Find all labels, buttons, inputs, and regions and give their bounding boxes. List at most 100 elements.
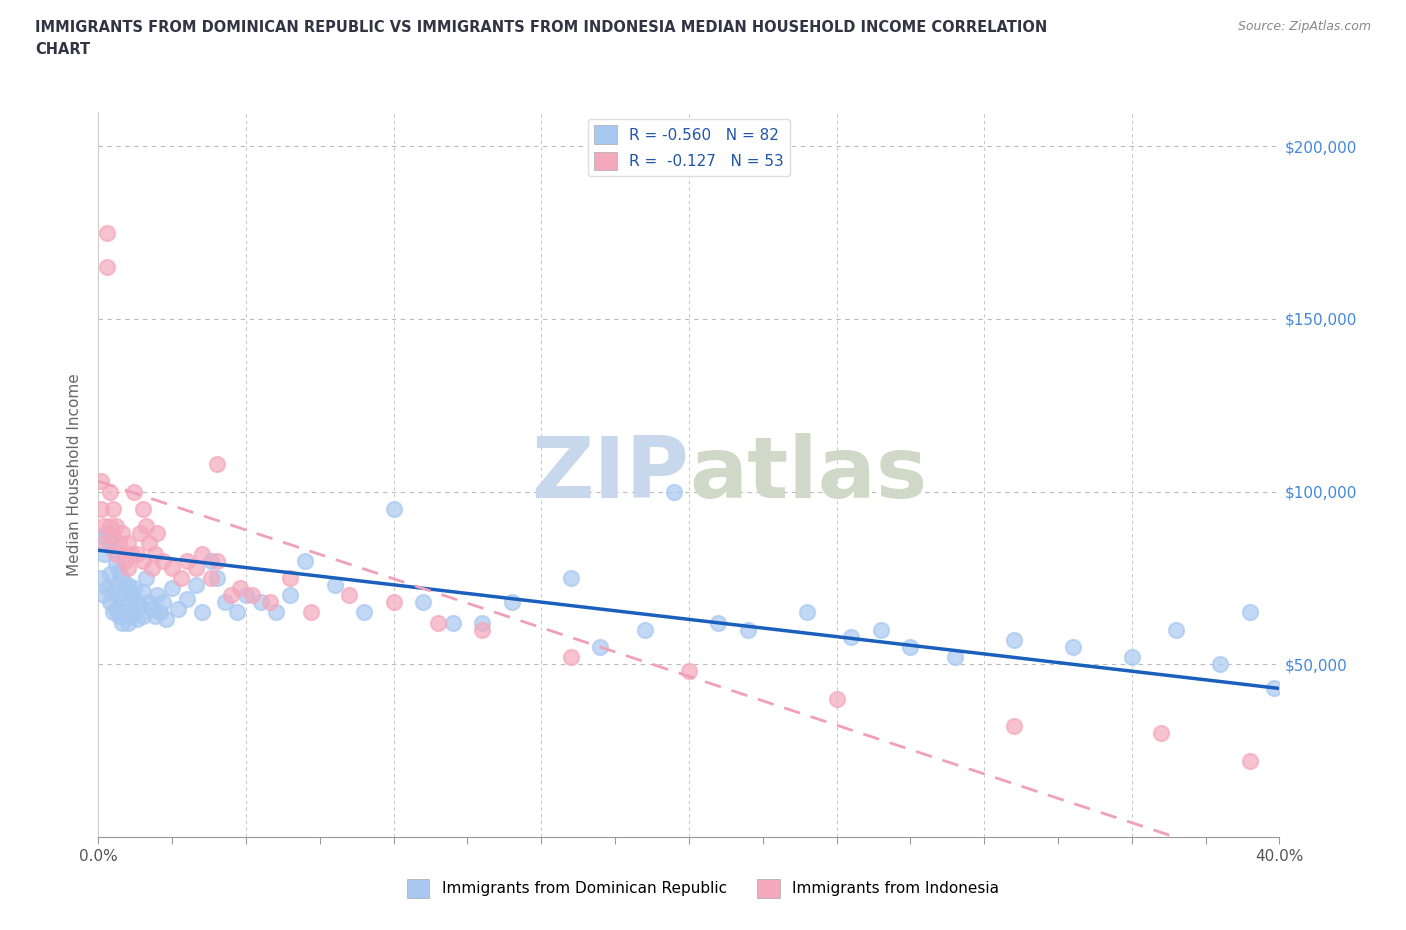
Point: [96, 259, 118, 274]
Point: [678, 664, 700, 679]
Point: [339, 588, 361, 603]
Point: [900, 640, 922, 655]
Point: [560, 570, 582, 585]
Point: [323, 578, 346, 592]
Point: [111, 591, 134, 606]
Point: [117, 594, 139, 609]
Point: [280, 570, 302, 585]
Point: [108, 608, 131, 623]
Point: [128, 598, 150, 613]
Point: [382, 594, 405, 609]
Point: [1239, 605, 1261, 620]
Point: [98, 536, 121, 551]
Point: [93, 536, 115, 551]
Point: [90, 529, 112, 544]
Point: [943, 650, 966, 665]
Point: [427, 616, 450, 631]
Point: [155, 612, 177, 627]
Point: [200, 570, 222, 585]
Point: [125, 612, 148, 627]
Point: [205, 553, 228, 568]
Point: [176, 591, 198, 606]
Point: [141, 602, 163, 617]
Point: [796, 605, 818, 620]
Point: [143, 546, 166, 561]
Point: [162, 560, 183, 575]
Point: [353, 605, 375, 620]
Point: [1239, 753, 1261, 768]
Point: [200, 553, 222, 568]
Point: [259, 594, 281, 609]
Point: [143, 608, 166, 623]
Text: IMMIGRANTS FROM DOMINICAN REPUBLIC VS IMMIGRANTS FROM INDONESIA MEDIAN HOUSEHOLD: IMMIGRANTS FROM DOMINICAN REPUBLIC VS IM…: [35, 20, 1047, 35]
Point: [149, 605, 172, 620]
Point: [125, 594, 148, 609]
Point: [122, 581, 145, 596]
Point: [103, 529, 125, 544]
Point: [167, 602, 190, 617]
Point: [235, 588, 257, 603]
Point: [229, 581, 252, 596]
Point: [1002, 719, 1025, 734]
Point: [294, 553, 316, 568]
Point: [120, 588, 142, 603]
Point: [412, 594, 434, 609]
Point: [138, 594, 160, 609]
Point: [737, 622, 759, 637]
Text: ZIP: ZIP: [531, 432, 689, 516]
Point: [103, 584, 125, 599]
Point: [98, 519, 121, 534]
Point: [108, 564, 131, 578]
Point: [111, 616, 134, 631]
Point: [90, 570, 112, 585]
Point: [589, 640, 612, 655]
Point: [280, 588, 302, 603]
Point: [108, 588, 131, 603]
Point: [170, 570, 193, 585]
Point: [870, 622, 893, 637]
Point: [111, 570, 134, 585]
Point: [841, 630, 863, 644]
Point: [205, 457, 228, 472]
Point: [105, 578, 128, 592]
Point: [152, 594, 174, 609]
Point: [146, 525, 169, 540]
Point: [132, 608, 155, 623]
Point: [117, 560, 139, 575]
Point: [1150, 726, 1173, 741]
Point: [117, 536, 139, 551]
Point: [825, 691, 848, 706]
Point: [90, 501, 112, 516]
Point: [98, 485, 121, 499]
Point: [96, 225, 118, 240]
Point: [191, 546, 214, 561]
Point: [441, 616, 464, 631]
Point: [634, 622, 657, 637]
Point: [93, 546, 115, 561]
Point: [1062, 640, 1084, 655]
Point: [250, 594, 273, 609]
Y-axis label: Median Household Income: Median Household Income: [67, 373, 83, 576]
Point: [103, 501, 125, 516]
Point: [184, 578, 207, 592]
Point: [105, 519, 128, 534]
Point: [1002, 632, 1025, 647]
Point: [176, 553, 198, 568]
Point: [138, 536, 160, 551]
Point: [471, 622, 494, 637]
Point: [120, 608, 142, 623]
Point: [105, 557, 128, 572]
Point: [132, 501, 155, 516]
Point: [299, 605, 322, 620]
Point: [114, 553, 136, 568]
Point: [264, 605, 287, 620]
Point: [191, 605, 214, 620]
Point: [1209, 657, 1232, 671]
Point: [1263, 681, 1285, 696]
Point: [103, 543, 125, 558]
Point: [184, 560, 207, 575]
Point: [560, 650, 582, 665]
Point: [128, 525, 150, 540]
Point: [105, 602, 128, 617]
Point: [135, 519, 157, 534]
